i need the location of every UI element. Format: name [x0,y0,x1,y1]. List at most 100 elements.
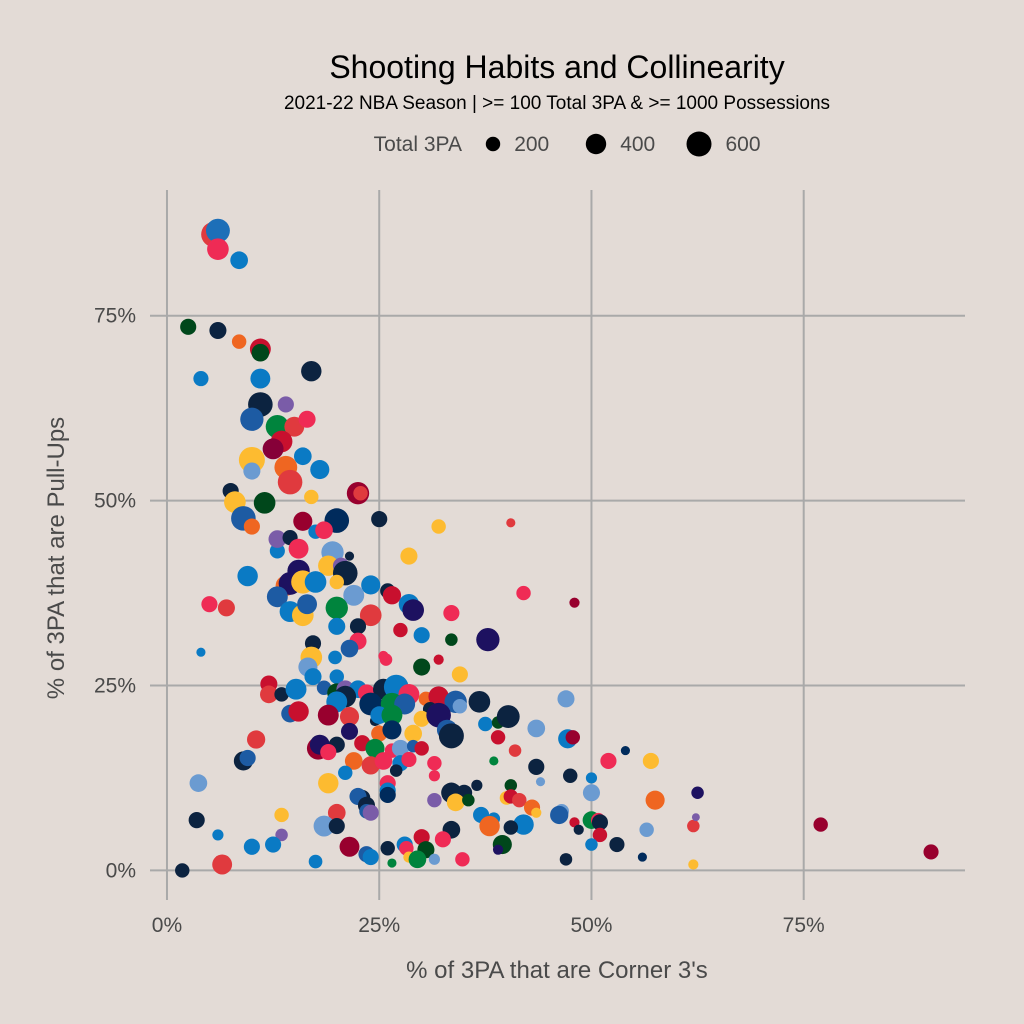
data-point [573,824,584,835]
data-point [196,647,206,657]
data-point [563,768,578,783]
data-point [528,758,545,775]
data-point [274,687,289,702]
data-point [531,807,542,818]
data-point [344,752,363,770]
data-point [180,318,197,335]
data-point [243,838,260,855]
data-point [250,368,271,389]
data-point [217,599,235,617]
data-point [209,321,227,340]
data-point [592,827,608,843]
data-point [923,844,939,860]
data-point [431,519,446,534]
data-point [293,447,312,466]
data-point [404,724,423,743]
data-point [813,817,828,832]
data-point [240,407,264,431]
data-point [527,719,546,738]
data-point [207,238,229,260]
data-point [504,779,518,792]
data-point [413,627,430,644]
data-point [391,739,409,757]
data-point [637,852,647,862]
data-point [339,836,360,857]
data-point [362,804,379,821]
data-point [243,518,260,535]
data-point [380,841,395,856]
data-point [328,617,346,635]
data-point [298,410,316,428]
data-point [230,251,248,270]
legend-size-label: 600 [726,133,761,156]
data-point [175,863,190,878]
legend-size-marker [485,136,501,152]
data-point [620,746,630,756]
data-points [175,218,939,878]
data-point [455,852,470,867]
chart-title: Shooting Habits and Collinearity [329,49,784,85]
data-point [414,741,429,756]
data-point [344,551,355,561]
data-point [262,438,284,460]
data-point [328,650,342,665]
y-tick-label: 75% [94,305,136,328]
data-point [506,518,516,528]
data-point [310,460,330,480]
data-point [313,815,335,837]
data-point [340,722,359,740]
data-point [361,575,381,595]
data-point [353,486,368,501]
data-point [285,678,307,700]
data-point [381,704,403,726]
data-point [402,599,425,621]
x-tick-label: 0% [152,914,182,937]
data-point [413,829,430,846]
data-point [260,685,278,704]
data-point [237,565,258,587]
data-point [400,547,418,565]
data-point [318,772,339,794]
size-legend: Total 3PA 200 400 600 [374,131,761,157]
data-point [445,633,458,646]
legend-size-label: 400 [620,133,655,156]
data-point [479,815,500,837]
chart-subtitle: 2021-22 NBA Season | >= 100 Total 3PA & … [284,93,830,114]
data-point [320,744,337,761]
data-point [471,779,483,791]
data-point [338,765,353,781]
data-point [639,822,654,837]
x-tick-label: 25% [358,914,400,937]
data-point [452,699,468,714]
data-point [687,819,700,833]
x-tick-label: 75% [783,914,825,937]
data-point [476,628,500,652]
legend-size-label: 200 [514,133,549,156]
data-point [265,836,282,853]
data-point [434,831,451,848]
data-point [275,828,288,842]
data-point [325,596,348,620]
data-point [268,530,287,548]
data-point [427,755,442,771]
y-tick-label: 50% [94,490,136,513]
data-point [496,705,520,728]
data-point [193,371,209,387]
data-point [382,586,402,605]
data-point [269,543,285,559]
data-point [212,854,233,875]
legend-size-marker [686,131,712,157]
data-point [340,639,359,658]
data-point [188,812,205,829]
y-tick-label: 0% [106,859,136,882]
data-point [427,792,442,808]
data-point [569,817,580,828]
data-point [246,730,266,749]
data-point [642,752,659,770]
data-point [359,604,382,627]
data-point [304,489,319,505]
data-point [339,707,360,727]
data-point [516,585,531,601]
data-point [413,710,430,727]
data-point [451,666,468,683]
